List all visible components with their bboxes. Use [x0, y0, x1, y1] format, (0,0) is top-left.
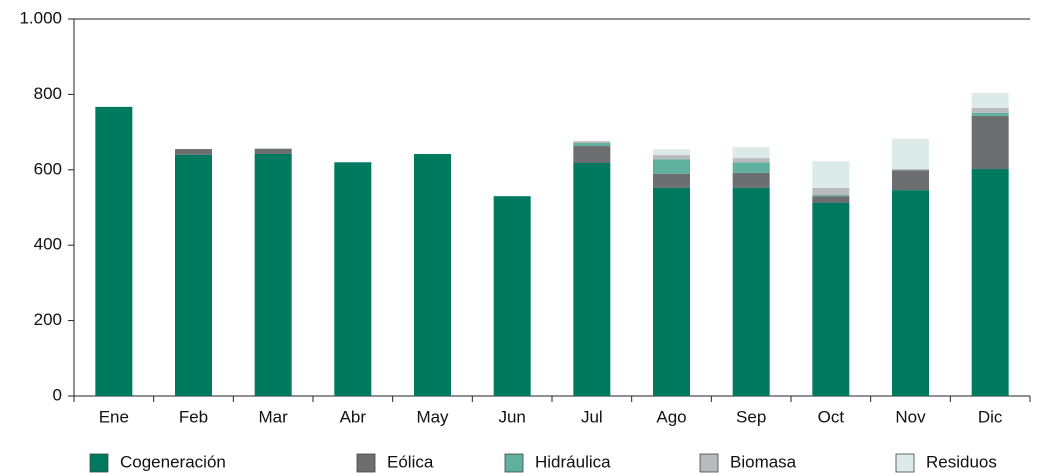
bar-segment [493, 196, 531, 396]
bar-segment [971, 92, 1009, 108]
bar-segment [653, 187, 690, 396]
bar-segment [95, 106, 133, 396]
x-tick-label: Dic [978, 407, 1003, 426]
bar-segment [971, 169, 1009, 396]
x-tick-label: Abr [340, 407, 367, 426]
legend-swatch [504, 453, 524, 473]
bar-segment [573, 143, 611, 147]
legend-swatch [356, 453, 376, 473]
bar-segment [732, 187, 770, 396]
bar-segment [812, 187, 850, 196]
bar-segment [653, 149, 690, 156]
bar-segment [653, 173, 690, 188]
bar-segment [732, 147, 770, 159]
legend-label: Cogeneración [120, 452, 226, 471]
bar-segment [812, 202, 850, 396]
bar-segment [732, 158, 770, 163]
bar-segment [414, 153, 451, 396]
x-tick-label: May [416, 407, 449, 426]
bar-segment [892, 169, 929, 171]
y-tick-label: 600 [34, 159, 62, 178]
legend-label: Eólica [387, 452, 434, 471]
bar-segment [573, 141, 611, 144]
bar-segment [971, 115, 1009, 170]
bar-segment [573, 163, 611, 396]
y-tick-label: 0 [53, 385, 62, 404]
bar-segment [175, 149, 212, 155]
x-tick-label: Feb [179, 407, 208, 426]
bar-segment [892, 170, 929, 191]
bar-segment [254, 148, 292, 154]
bar-segment [971, 112, 1009, 116]
x-tick-label: Ene [99, 407, 129, 426]
bar-segment [812, 196, 850, 203]
x-tick-label: Ago [656, 407, 686, 426]
bar-segment [732, 172, 770, 188]
bar-segment [653, 159, 690, 174]
bar-segment [971, 107, 1009, 113]
y-tick-label: 400 [34, 235, 62, 254]
legend-swatch [89, 453, 109, 473]
bar-segment [892, 138, 929, 170]
y-tick-label: 1.000 [19, 8, 62, 27]
bar-segment [812, 195, 850, 197]
x-tick-label: Nov [895, 407, 926, 426]
bar-segment [732, 162, 770, 173]
y-tick-label: 200 [34, 310, 62, 329]
x-tick-label: Sep [736, 407, 766, 426]
bar-segment [812, 161, 850, 188]
x-tick-label: Oct [818, 407, 845, 426]
legend-label: Biomasa [730, 452, 797, 471]
bar-segment [573, 146, 611, 164]
x-tick-label: Jul [581, 407, 603, 426]
y-tick-label: 800 [34, 84, 62, 103]
bar-segment [892, 190, 929, 396]
bar-segment [175, 154, 212, 396]
legend-label: Hidráulica [535, 452, 611, 471]
x-tick-label: Mar [259, 407, 289, 426]
legend-swatch [895, 453, 915, 473]
bar-segment [334, 162, 372, 396]
legend-label: Residuos [926, 452, 997, 471]
legend-swatch [699, 453, 719, 473]
x-tick-label: Jun [498, 407, 525, 426]
bar-segment [254, 153, 292, 396]
bar-segment [653, 155, 690, 160]
